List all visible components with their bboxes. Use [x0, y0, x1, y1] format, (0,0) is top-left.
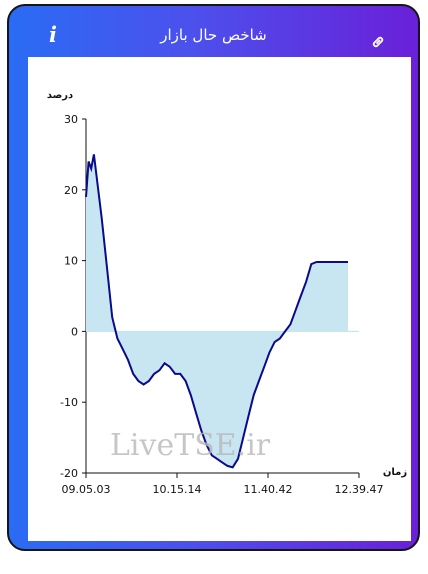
card-header: i شاخص حال بازار — [9, 6, 418, 57]
y-tick-label: 20 — [64, 184, 78, 197]
page-title: شاخص حال بازار — [160, 26, 267, 44]
area-fill — [86, 154, 348, 468]
market-index-card: i شاخص حال بازار درصد -20 -10 0 10 20 30 — [7, 4, 420, 551]
y-tick-label: -10 — [60, 396, 78, 409]
info-icon[interactable]: i — [49, 22, 57, 47]
y-tick-label: -20 — [60, 467, 78, 480]
chart-panel: درصد -20 -10 0 10 20 30 09.05.03 10.15.14 11.40… — [28, 57, 411, 541]
x-tick-label: 11.40.42 — [244, 483, 293, 496]
x-tick-label: 09.05.03 — [62, 483, 111, 496]
y-tick-label: 30 — [64, 113, 78, 126]
x-axis-label: زمان — [383, 467, 407, 478]
y-tick-label: 0 — [71, 325, 78, 338]
index-chart: درصد -20 -10 0 10 20 30 09.05.03 10.15.14 11.40… — [47, 90, 408, 496]
link-icon[interactable] — [370, 34, 386, 50]
x-tick-label: 12.39.47 — [335, 483, 384, 496]
y-tick-label: 10 — [64, 255, 78, 268]
y-axis-label: درصد — [47, 90, 73, 101]
watermark: LiveTSE.ir — [110, 428, 271, 463]
series-line — [85, 154, 348, 469]
x-tick-label: 10.15.14 — [153, 483, 202, 496]
